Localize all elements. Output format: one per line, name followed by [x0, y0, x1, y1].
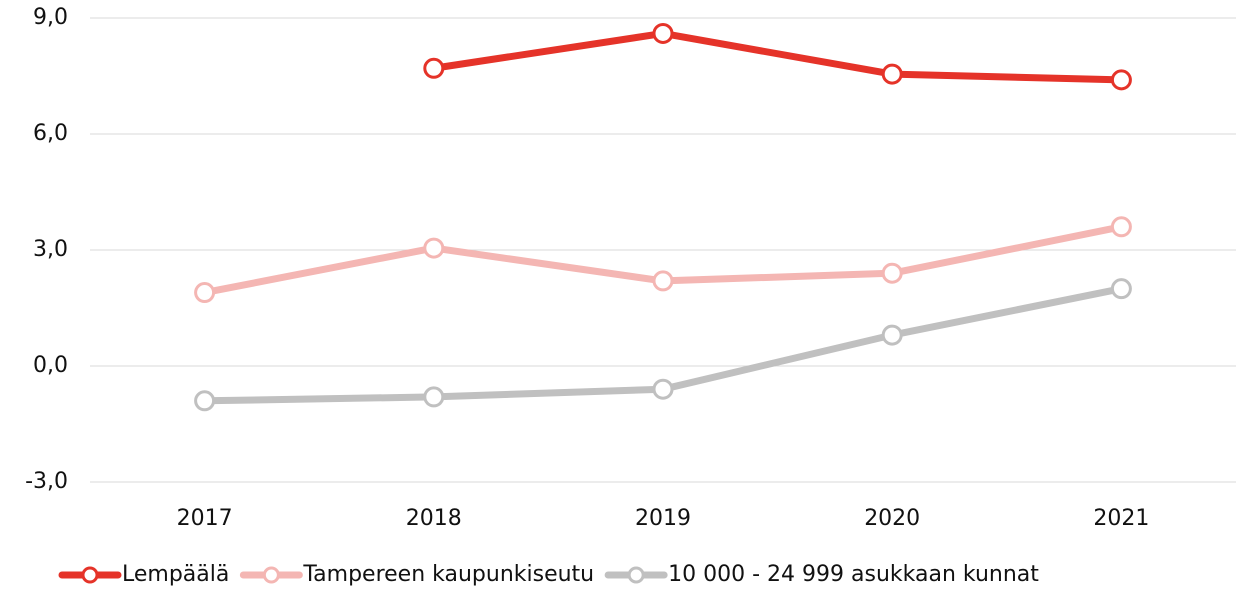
data-point [1110, 216, 1132, 238]
x-tick-label: 2017 [177, 506, 233, 531]
series-line [433, 29, 1122, 84]
data-point [652, 270, 674, 292]
data-point [652, 378, 674, 400]
y-tick-label: 6,0 [33, 121, 68, 146]
legend-marker [262, 566, 280, 584]
y-tick-label: 3,0 [33, 237, 68, 262]
x-tick-label: 2020 [864, 506, 920, 531]
x-tick-label: 2021 [1093, 506, 1149, 531]
data-point [881, 262, 903, 284]
legend-marker [627, 566, 645, 584]
legend-marker [81, 566, 99, 584]
data-point [194, 282, 216, 304]
y-tick-label: -3,0 [25, 469, 68, 494]
data-point [194, 390, 216, 412]
data-point [1110, 278, 1132, 300]
legend-label: Lempäälä [122, 562, 229, 587]
data-point [652, 22, 674, 44]
data-point [881, 63, 903, 85]
data-point [423, 57, 445, 79]
data-point [423, 237, 445, 259]
x-tick-label: 2018 [406, 506, 462, 531]
x-tick-label: 2019 [635, 506, 691, 531]
y-tick-label: 0,0 [33, 353, 68, 378]
legend-label: Tampereen kaupunkiseutu [302, 562, 594, 587]
legend-label: 10 000 - 24 999 asukkaan kunnat [668, 562, 1039, 587]
y-tick-label: 9,0 [33, 5, 68, 30]
data-point [423, 386, 445, 408]
data-point [1110, 69, 1132, 91]
data-point [881, 324, 903, 346]
